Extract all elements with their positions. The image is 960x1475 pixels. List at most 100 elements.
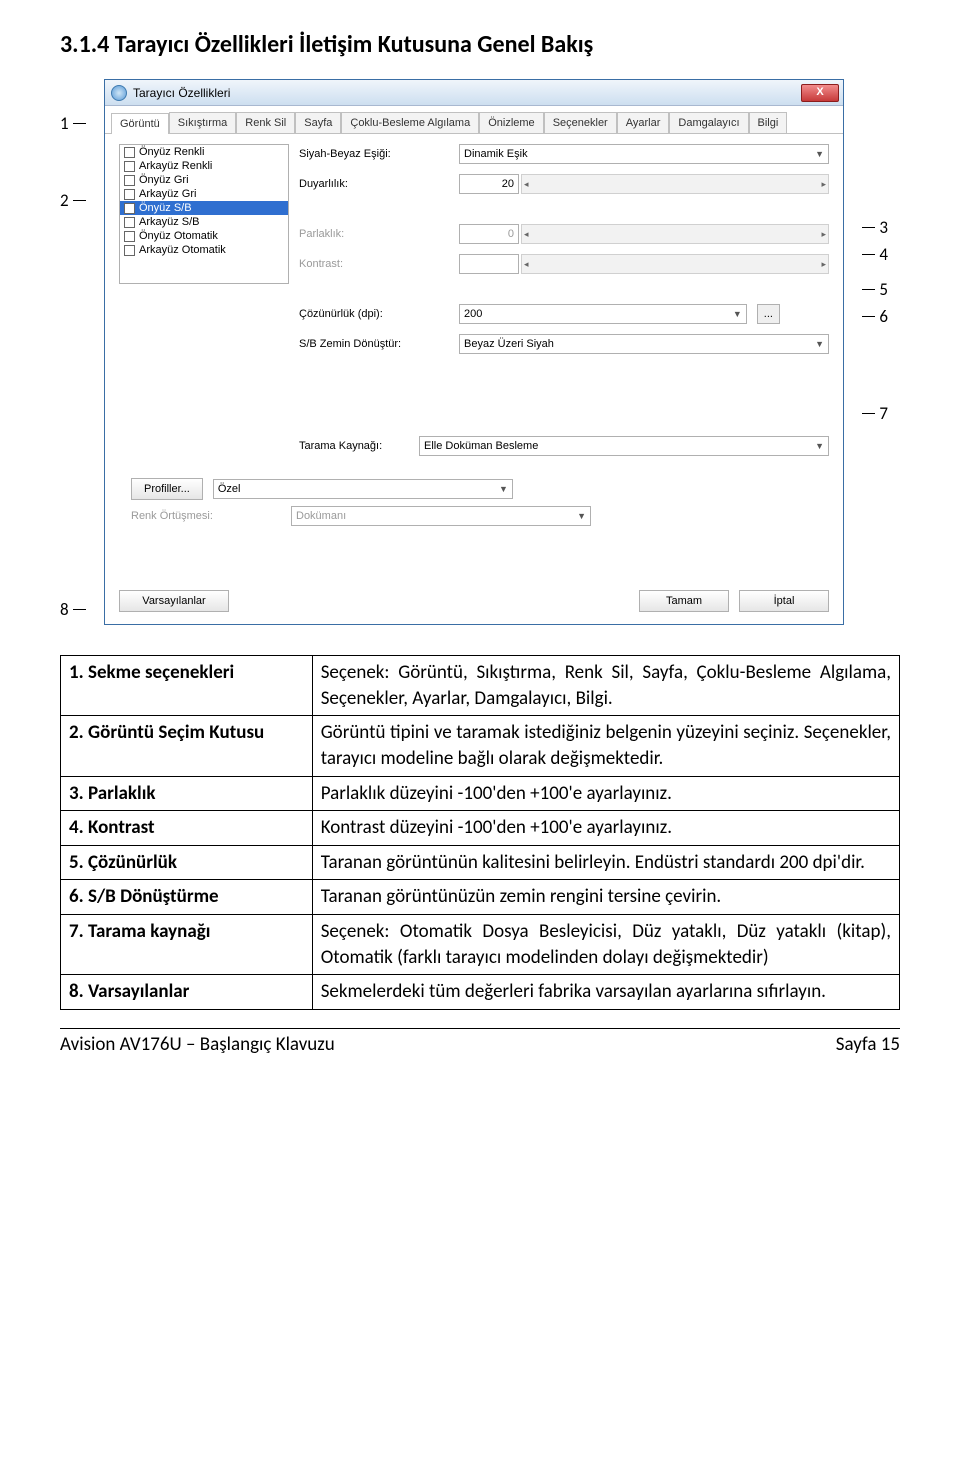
table-row: 4. KontrastKontrast düzeyini -100'den +1…	[61, 811, 900, 846]
table-row: 7. Tarama kaynağıSeçenek: Otomatik Dosya…	[61, 915, 900, 975]
tab-bilgi[interactable]: Bilgi	[749, 112, 788, 133]
checkbox-icon[interactable]	[124, 161, 135, 172]
resolution-combo[interactable]: 200▼	[459, 304, 747, 324]
tab-renk-sil[interactable]: Renk Sil	[236, 112, 295, 133]
list-item-label: Arkayüz Otomatik	[139, 244, 226, 256]
list-item[interactable]: Arkayüz Gri	[120, 187, 288, 201]
definition-cell: Sekmelerdeki tüm değerleri fabrika varsa…	[312, 975, 899, 1010]
overlap-label: Renk Örtüşmesi:	[131, 510, 281, 522]
page-footer: Avision AV176U – Başlangıç Klavuzu Sayfa…	[60, 1028, 900, 1056]
checkbox-icon[interactable]	[124, 217, 135, 228]
tab-g-r-nt-[interactable]: Görüntü	[111, 113, 169, 134]
list-item[interactable]: Arkayüz Renkli	[120, 159, 288, 173]
definition-cell: Seçenek: Görüntü, Sıkıştırma, Renk Sil, …	[312, 656, 899, 716]
profiles-button[interactable]: Profiller...	[131, 478, 203, 500]
table-row: 5. ÇözünürlükTaranan görüntünün kalitesi…	[61, 845, 900, 880]
checkbox-icon[interactable]	[124, 203, 135, 214]
checkbox-icon[interactable]	[124, 231, 135, 242]
definition-cell: Taranan görüntünüzün zemin rengini tersi…	[312, 880, 899, 915]
image-properties: Siyah-Beyaz Eşiği: Dinamik Eşik▼ Duyarlı…	[299, 144, 829, 354]
threshold-combo[interactable]: Dinamik Eşik▼	[459, 144, 829, 164]
tab-ayarlar[interactable]: Ayarlar	[617, 112, 670, 133]
table-row: 6. S/B DönüştürmeTaranan görüntünüzün ze…	[61, 880, 900, 915]
dialog-title: Tarayıcı Özellikleri	[133, 86, 230, 100]
sensitivity-slider[interactable]: ◂▸	[521, 174, 829, 194]
cancel-button[interactable]: İptal	[739, 590, 829, 612]
list-item[interactable]: Önyüz S/B	[120, 201, 288, 215]
annot-5: 5	[858, 279, 888, 300]
section-heading: 3.1.4 Tarayıcı Özellikleri İletişim Kutu…	[60, 30, 900, 59]
sensitivity-field[interactable]: 20	[459, 174, 519, 194]
list-item[interactable]: Önyüz Otomatik	[120, 229, 288, 243]
list-item[interactable]: Arkayüz S/B	[120, 215, 288, 229]
list-item[interactable]: Arkayüz Otomatik	[120, 243, 288, 257]
close-button[interactable]: X	[801, 84, 839, 102]
tab-s-k-t-rma[interactable]: Sıkıştırma	[169, 112, 237, 133]
term-cell: 5. Çözünürlük	[61, 845, 313, 880]
term-cell: 1. Sekme seçenekleri	[61, 656, 313, 716]
tab-se-enekler[interactable]: Seçenekler	[544, 112, 617, 133]
list-item-label: Arkayüz Gri	[139, 188, 196, 200]
term-cell: 7. Tarama kaynağı	[61, 915, 313, 975]
annotated-screenshot: 1 2 8 Tarayıcı Özellikleri X GörüntüSıkı…	[60, 79, 900, 625]
ok-button[interactable]: Tamam	[639, 590, 729, 612]
list-item[interactable]: Önyüz Gri	[120, 173, 288, 187]
tab--oklu-besleme-alg-lama[interactable]: Çoklu-Besleme Algılama	[341, 112, 479, 133]
definition-cell: Görüntü tipini ve taramak istediğiniz be…	[312, 716, 899, 776]
description-table: 1. Sekme seçenekleriSeçenek: Görüntü, Sı…	[60, 655, 900, 1010]
list-item-label: Önyüz Otomatik	[139, 230, 218, 242]
source-label: Tarama Kaynağı:	[299, 440, 409, 452]
table-row: 2. Görüntü Seçim KutusuGörüntü tipini ve…	[61, 716, 900, 776]
list-item-label: Önyüz Gri	[139, 174, 189, 186]
definition-cell: Kontrast düzeyini -100'den +100'e ayarla…	[312, 811, 899, 846]
left-annotations: 1 2 8	[60, 79, 96, 620]
annot-4: 4	[858, 244, 888, 265]
table-row: 3. ParlaklıkParlaklık düzeyini -100'den …	[61, 776, 900, 811]
dialog-body: Önyüz Renkli Arkayüz Renkli Önyüz Gri Arkay…	[105, 134, 843, 584]
invert-label: S/B Zemin Dönüştür:	[299, 338, 449, 350]
threshold-label: Siyah-Beyaz Eşiği:	[299, 148, 449, 160]
tab-bar: GörüntüSıkıştırmaRenk SilSayfaÇoklu-Besl…	[105, 106, 843, 134]
list-item-label: Arkayüz Renkli	[139, 160, 212, 172]
sensitivity-label: Duyarlılık:	[299, 178, 449, 190]
list-item-label: Önyüz S/B	[139, 202, 192, 214]
titlebar: Tarayıcı Özellikleri X	[105, 80, 843, 106]
checkbox-icon[interactable]	[124, 175, 135, 186]
list-item[interactable]: Önyüz Renkli	[120, 145, 288, 159]
app-icon	[111, 85, 127, 101]
footer-right: Sayfa 15	[836, 1033, 900, 1056]
dialog-footer: Varsayılanlar Tamam İptal	[105, 584, 843, 624]
resolution-label: Çözünürlük (dpi):	[299, 308, 449, 320]
brightness-slider: ◂▸	[521, 224, 829, 244]
checkbox-icon[interactable]	[124, 245, 135, 256]
tab--nizleme[interactable]: Önizleme	[479, 112, 543, 133]
defaults-button[interactable]: Varsayılanlar	[119, 590, 229, 612]
overlap-combo: Dokümanı▼	[291, 506, 591, 526]
term-cell: 6. S/B Dönüştürme	[61, 880, 313, 915]
tab-damgalay-c-[interactable]: Damgalayıcı	[669, 112, 748, 133]
list-item-label: Önyüz Renkli	[139, 146, 204, 158]
definition-cell: Parlaklık düzeyini -100'den +100'e ayarl…	[312, 776, 899, 811]
table-row: 8. VarsayılanlarSekmelerdeki tüm değerle…	[61, 975, 900, 1010]
right-annotations: 3 4 5 6 7	[852, 79, 888, 424]
tab-sayfa[interactable]: Sayfa	[295, 112, 341, 133]
source-combo[interactable]: Elle Doküman Besleme▼	[419, 436, 829, 456]
footer-left: Avision AV176U – Başlangıç Klavuzu	[60, 1033, 335, 1056]
resolution-more-button[interactable]: ...	[757, 304, 780, 324]
term-cell: 2. Görüntü Seçim Kutusu	[61, 716, 313, 776]
brightness-label: Parlaklık:	[299, 228, 449, 240]
definition-cell: Seçenek: Otomatik Dosya Besleyicisi, Düz…	[312, 915, 899, 975]
annot-7: 7	[858, 403, 888, 424]
definition-cell: Taranan görüntünün kalitesini belirleyin…	[312, 845, 899, 880]
term-cell: 4. Kontrast	[61, 811, 313, 846]
invert-combo[interactable]: Beyaz Üzeri Siyah▼	[459, 334, 829, 354]
list-item-label: Arkayüz S/B	[139, 216, 200, 228]
annot-6: 6	[858, 306, 888, 327]
profiles-combo[interactable]: Özel▼	[213, 479, 513, 499]
term-cell: 8. Varsayılanlar	[61, 975, 313, 1010]
contrast-slider: ◂▸	[521, 254, 829, 274]
checkbox-icon[interactable]	[124, 147, 135, 158]
image-select-listbox[interactable]: Önyüz Renkli Arkayüz Renkli Önyüz Gri Arkay…	[119, 144, 289, 284]
annot-1: 1	[60, 113, 90, 134]
checkbox-icon[interactable]	[124, 189, 135, 200]
